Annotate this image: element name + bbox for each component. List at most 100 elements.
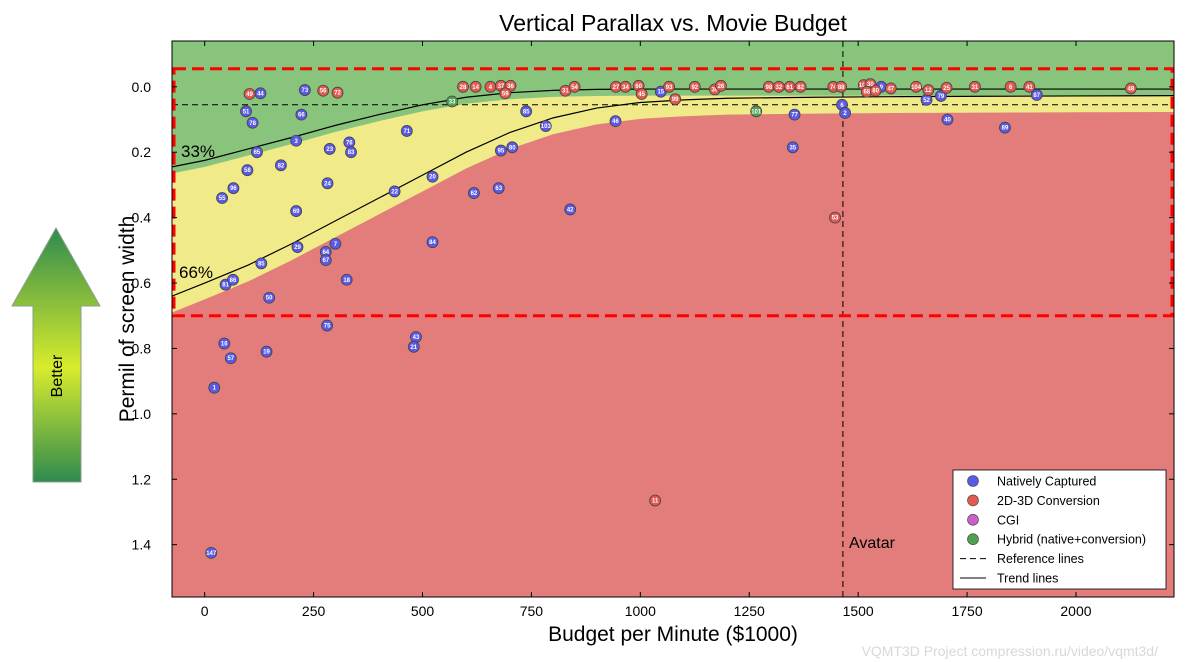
data-point-label: 101	[751, 109, 762, 115]
data-point-marker	[246, 116, 259, 129]
data-point-label: 71	[403, 129, 410, 135]
data-point: 50	[263, 291, 276, 304]
data-point-label: 105	[859, 83, 870, 89]
data-point-marker	[829, 211, 841, 224]
data-point: 33	[446, 95, 459, 108]
data-point-marker	[426, 236, 439, 249]
legend-item: Reference lines	[960, 552, 1084, 566]
data-point-marker	[216, 192, 229, 204]
data-point-label: 92	[691, 85, 698, 91]
data-point-label: 42	[567, 207, 574, 213]
data-point: 51	[240, 105, 252, 118]
data-point-label: 95	[498, 149, 505, 155]
data-point-label: 74	[830, 85, 837, 91]
data-point: 86	[227, 273, 239, 286]
data-point-label: 59	[502, 91, 509, 97]
data-point-label: 46	[612, 119, 619, 125]
data-point: 147	[205, 546, 218, 559]
data-point: 34	[619, 80, 632, 93]
data-point-label: 82	[797, 85, 804, 91]
data-point-label: 84	[429, 240, 436, 246]
data-point: 2	[839, 107, 851, 119]
data-point: 47	[884, 82, 897, 95]
legend-marker	[967, 533, 979, 546]
data-point-marker	[290, 134, 303, 147]
data-point-marker	[635, 88, 648, 100]
data-point-marker	[520, 105, 533, 118]
x-tick-label: 500	[411, 603, 435, 619]
data-point-label: 62	[471, 191, 478, 197]
data-point-marker	[786, 141, 799, 154]
data-point-marker	[321, 177, 334, 190]
legend-item: Trend lines	[960, 572, 1058, 586]
data-point: 42	[564, 203, 577, 216]
data-point: 98	[762, 80, 775, 93]
y-axis-title: Permil of screen width	[116, 216, 139, 423]
legend-item: 2D-3D Conversion	[967, 494, 1100, 508]
trend-label-33: 33%	[181, 142, 215, 161]
data-point-label: 41	[1026, 85, 1033, 91]
data-point-marker	[331, 86, 344, 99]
data-point: 73	[298, 84, 311, 96]
legend-label: Natively Captured	[997, 475, 1096, 489]
legend-label: CGI	[997, 513, 1019, 527]
data-point-label: 29	[294, 245, 301, 251]
data-point: 18	[340, 273, 353, 286]
data-point-label: 3	[294, 139, 298, 145]
data-point: 53	[829, 211, 841, 224]
data-point: 57	[224, 352, 237, 365]
x-tick-label: 1500	[843, 603, 874, 619]
data-point-marker	[539, 120, 552, 132]
data-point-label: 147	[206, 551, 217, 557]
data-point-label: 6	[1009, 85, 1013, 91]
data-point-label: 66	[298, 113, 305, 119]
data-point: 40	[941, 113, 954, 126]
data-point: 31	[969, 80, 981, 93]
data-point: 49	[243, 88, 256, 100]
legend-marker	[967, 475, 979, 487]
data-point: 71	[400, 125, 413, 137]
y-tick-label: 0.4	[132, 210, 152, 226]
data-point-marker	[619, 80, 632, 93]
data-point-label: 104	[911, 85, 922, 91]
legend-item: Natively Captured	[967, 475, 1096, 489]
watermark: VQMT3D Project compression.ru/video/vqmt…	[862, 643, 1159, 659]
x-tick-label: 2000	[1060, 603, 1091, 619]
data-point-label: 2	[843, 111, 847, 117]
data-point: 24	[321, 177, 334, 190]
data-point-label: 55	[219, 196, 226, 202]
data-point-label: 54	[571, 85, 578, 91]
data-point-label: 85	[523, 109, 530, 115]
data-point-label: 75	[324, 324, 331, 330]
legend-box	[952, 469, 1167, 590]
x-tick-label: 0	[201, 603, 209, 619]
legend-label: Trend lines	[997, 572, 1058, 586]
data-point: 84	[426, 236, 439, 249]
data-point-marker	[941, 113, 954, 126]
data-point-label: 57	[227, 356, 234, 362]
data-point: 4	[484, 80, 497, 93]
legend-label: 2D-3D Conversion	[997, 494, 1100, 508]
data-point-label: 44	[257, 91, 264, 97]
data-point-label: 93	[666, 85, 673, 91]
data-point: 76	[343, 136, 356, 149]
data-point: 72	[331, 86, 344, 99]
data-point-label: 76	[346, 140, 353, 146]
data-point-marker	[609, 115, 622, 128]
data-point-marker	[564, 203, 577, 216]
data-point: 89	[999, 121, 1011, 134]
data-point-label: 68	[864, 90, 871, 96]
data-point-label: 86	[230, 278, 237, 284]
data-point-label: 50	[266, 296, 273, 302]
legend-label: Reference lines	[997, 552, 1084, 566]
data-point: 69	[290, 205, 303, 217]
data-point-label: 11	[652, 499, 659, 505]
data-point: 96	[227, 182, 240, 195]
data-point-label: 99	[672, 97, 679, 103]
data-point-marker	[241, 164, 254, 177]
data-point-marker	[884, 82, 897, 95]
data-point: 6	[1004, 80, 1017, 93]
data-point: 59	[499, 87, 512, 100]
data-point-marker	[499, 87, 512, 100]
data-point: 11	[649, 494, 662, 507]
